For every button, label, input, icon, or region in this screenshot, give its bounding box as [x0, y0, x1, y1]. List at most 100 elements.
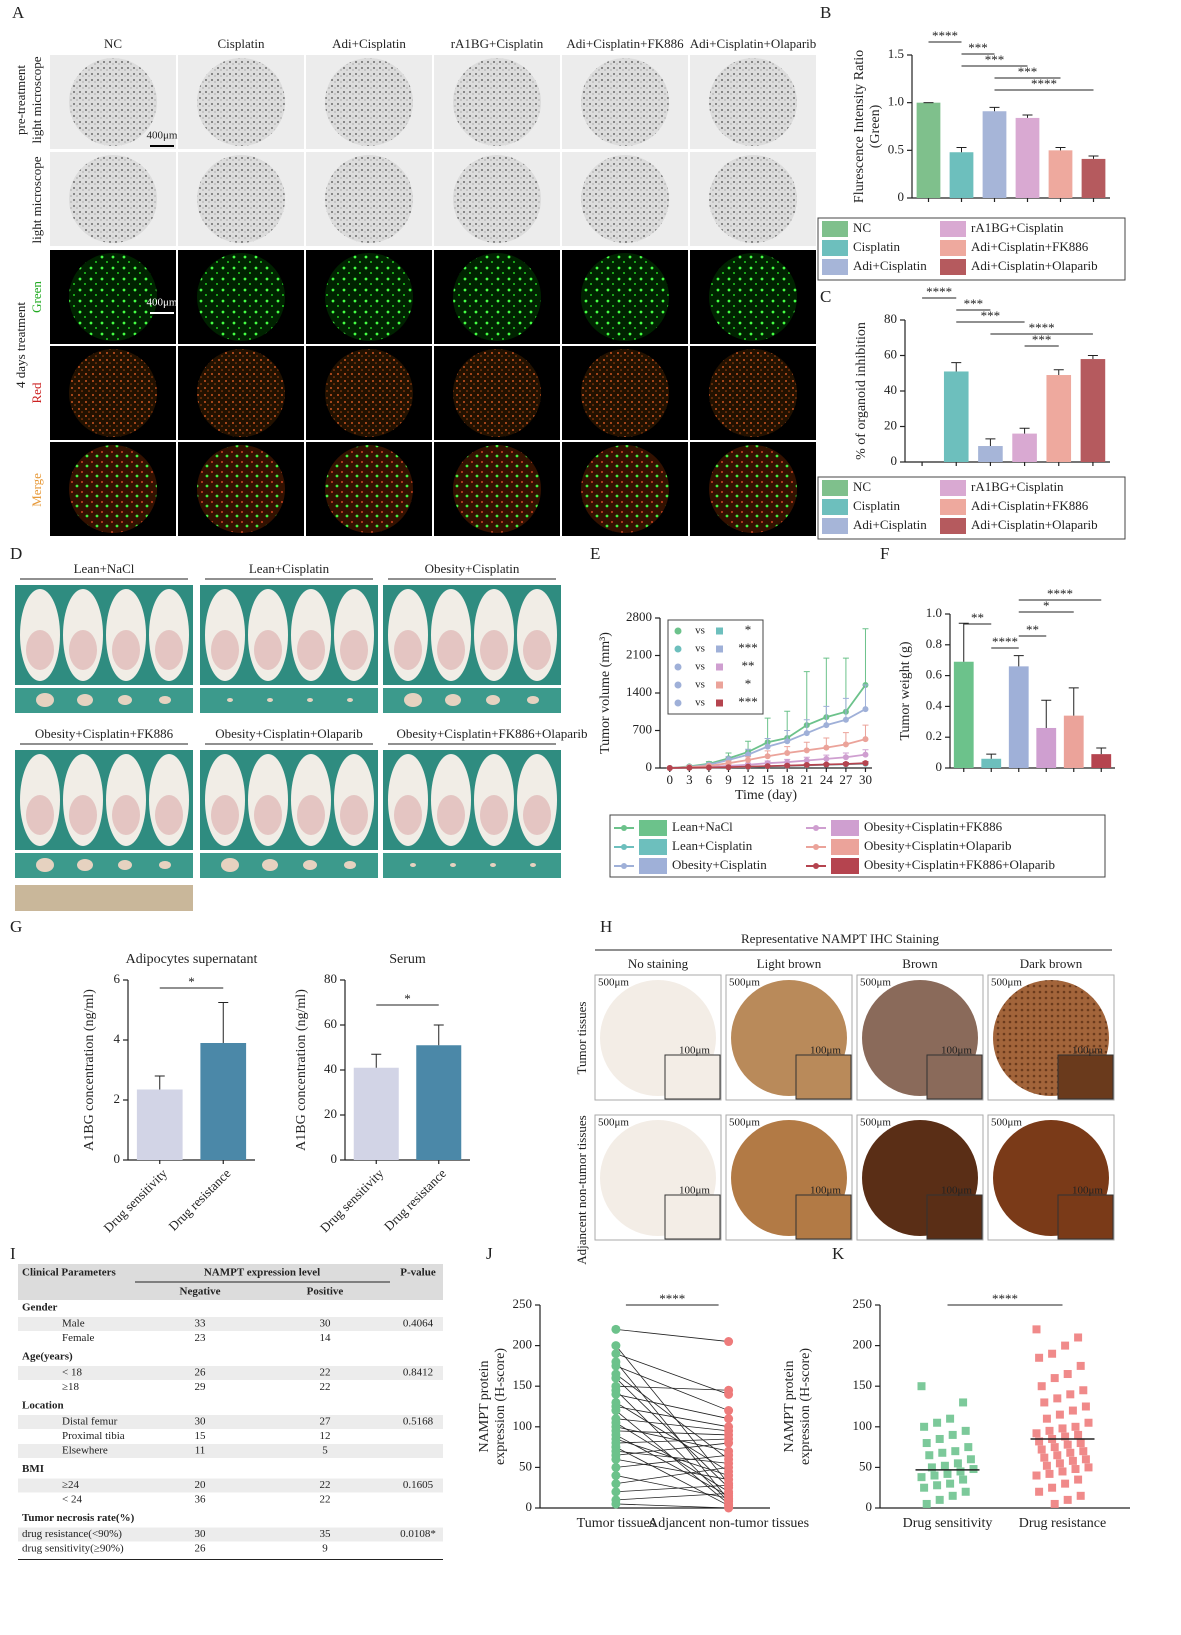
point: [842, 716, 849, 723]
table-cell: < 24: [62, 1494, 82, 1506]
column-header: Brown: [902, 956, 938, 971]
point: [1061, 1479, 1070, 1488]
pair-line: [615, 1361, 729, 1501]
belly: [437, 630, 465, 670]
bar: [943, 371, 969, 462]
bar: [916, 102, 941, 198]
point: [938, 1448, 947, 1457]
bar: [981, 758, 1002, 768]
panel-letter: C: [820, 287, 831, 306]
point: [953, 1459, 962, 1468]
y-tick-label: 80: [324, 971, 337, 986]
bar: [200, 1043, 247, 1160]
significance-label: ***: [1018, 64, 1038, 79]
panel-letter: F: [880, 544, 889, 563]
point: [745, 763, 752, 770]
column-header: NC: [104, 36, 122, 51]
comparison-marker: [716, 681, 723, 689]
point: [1037, 1445, 1046, 1454]
point: [948, 1491, 957, 1500]
y-tick-label: 0: [866, 1499, 873, 1514]
error-bar: [803, 671, 810, 726]
bar: [1091, 754, 1112, 768]
y-tick-label: 0.4: [926, 697, 943, 712]
point: [724, 1414, 734, 1424]
point: [1050, 1443, 1059, 1452]
point: [724, 1503, 734, 1513]
y-tick-label: 0: [114, 1151, 121, 1166]
organoid-image: [325, 253, 413, 341]
belly: [480, 795, 508, 835]
y-tick-label: 0.8: [926, 636, 942, 651]
organoid-image: [69, 58, 157, 146]
organoid-image: [709, 445, 797, 533]
table-section: Location: [22, 1400, 64, 1412]
comparison-box: [667, 619, 764, 715]
scale-label: 100μm: [1072, 1185, 1103, 1197]
scale-label: 500μm: [991, 977, 1022, 989]
comparison-marker: [716, 627, 723, 635]
comparison-label: *: [745, 676, 752, 691]
x-tick-label: 15: [761, 772, 774, 787]
y-tick-label: 20: [324, 1106, 337, 1121]
legend-swatch: [822, 259, 848, 275]
chart-title: Serum: [389, 952, 426, 967]
pair-line: [615, 1328, 729, 1342]
table-cell: 26: [195, 1543, 207, 1555]
y-axis-label: NAMPT protein: [477, 1361, 492, 1453]
zoom-inset: [795, 1194, 852, 1240]
panel-letter: G: [10, 917, 22, 936]
legend-swatch: [822, 499, 848, 515]
significance-label: ****: [1031, 76, 1057, 91]
point: [1050, 1374, 1059, 1383]
organoid-image: [453, 58, 541, 146]
zoom-inset: [664, 1194, 721, 1240]
point: [1081, 1455, 1090, 1464]
tumor: [118, 860, 132, 870]
legend-label: rA1BG+Cisplatin: [971, 479, 1064, 494]
scale-bar-label: 400μm: [147, 297, 178, 309]
significance-label: ****: [659, 1291, 685, 1306]
point: [933, 1418, 942, 1427]
bar: [1046, 375, 1072, 462]
point: [1076, 1361, 1085, 1370]
table-cell: drug resistance(<90%): [22, 1528, 122, 1540]
table-cell: 27: [320, 1416, 332, 1428]
group-label: Obesity+Cisplatin+FK886+Olaparib: [397, 726, 588, 741]
point: [1050, 1499, 1059, 1508]
x-tick-label: Tumor tissues: [577, 1516, 655, 1531]
organoid-image: [69, 349, 157, 437]
pair-line: [615, 1418, 729, 1432]
belly: [480, 630, 508, 670]
pair-line: [615, 1385, 729, 1391]
legend-swatch: [940, 259, 966, 275]
point: [611, 1499, 621, 1509]
y-tick-label: 50: [519, 1458, 532, 1473]
y-tick-label: 200: [513, 1337, 533, 1352]
column-header: Light brown: [757, 956, 822, 971]
point: [927, 1463, 936, 1472]
y-tick-label: 80: [884, 311, 897, 326]
organoid-image: [581, 58, 669, 146]
point: [611, 1361, 621, 1371]
pair-line: [615, 1353, 729, 1395]
row-label: pre-treatment: [13, 65, 28, 135]
comparison-marker: [674, 645, 682, 653]
pair-line: [615, 1402, 729, 1472]
table-section: BMI: [22, 1463, 44, 1475]
scale-label: 100μm: [941, 1185, 972, 1197]
legend-swatch: [822, 221, 848, 237]
point: [611, 1373, 621, 1383]
tumor: [221, 858, 239, 872]
group-label: 4 days treatment: [13, 302, 28, 388]
table-cell: Male: [62, 1318, 85, 1330]
point: [935, 1434, 944, 1443]
point: [917, 1382, 926, 1391]
point: [666, 765, 673, 771]
organoid-image: [581, 155, 669, 243]
scale-bar-label: 400μm: [147, 130, 178, 142]
panel-letter: A: [12, 3, 25, 22]
x-tick-label: 27: [839, 772, 853, 787]
pair-line: [615, 1393, 729, 1420]
error-bar: [1068, 687, 1079, 716]
